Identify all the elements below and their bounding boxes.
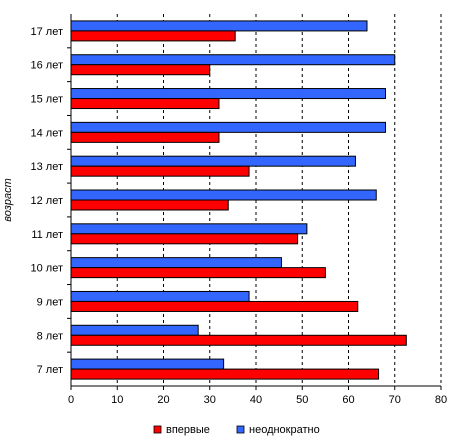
bar-series-1-0 xyxy=(70,368,380,380)
bar-series-2-2 xyxy=(70,290,250,302)
y-tick-label-5: 12 лет xyxy=(30,195,63,207)
y-tick-label-3: 10 лет xyxy=(30,263,63,275)
x-tick-label-3: 30 xyxy=(204,394,216,406)
bar-series-1-1 xyxy=(70,334,407,346)
bar-series-2-0 xyxy=(70,358,225,370)
legend-label-series-2: неоднократно xyxy=(249,424,320,436)
y-tick-label-9: 16 лет xyxy=(30,60,63,72)
bar-series-1-2 xyxy=(70,300,359,312)
bar-series-1-8 xyxy=(70,98,220,110)
bar-series-1-3 xyxy=(70,267,326,279)
y-axis-title: возраст xyxy=(2,178,14,222)
bar-series-2-7 xyxy=(70,121,386,133)
x-tick-label-6: 60 xyxy=(342,394,354,406)
y-tick-label-0: 7 лет xyxy=(37,364,63,376)
y-tick-label-2: 9 лет xyxy=(37,296,63,308)
x-tick-label-2: 20 xyxy=(157,394,169,406)
bars xyxy=(70,20,407,380)
legend-swatch-series-2 xyxy=(236,425,245,434)
y-tick-label-6: 13 лет xyxy=(30,161,63,173)
bar-series-1-5 xyxy=(70,199,229,211)
x-tick-label-7: 70 xyxy=(389,394,401,406)
y-tick-label-1: 8 лет xyxy=(37,330,63,342)
bar-series-1-4 xyxy=(70,233,299,245)
x-tick-label-4: 40 xyxy=(250,394,262,406)
bar-series-2-3 xyxy=(70,257,282,269)
x-tick-label-0: 0 xyxy=(68,394,74,406)
bar-series-2-4 xyxy=(70,223,308,235)
bar-series-2-9 xyxy=(70,54,396,66)
legend-swatch-series-1 xyxy=(153,425,162,434)
y-tick-label-8: 15 лет xyxy=(30,94,63,106)
x-tick-label-1: 10 xyxy=(111,394,123,406)
y-tick-labels: 7 лет 8 лет 9 лет 10 лет 11 лет 12 лет 13 лет 1… xyxy=(30,26,71,376)
x-tick-label-5: 50 xyxy=(296,394,308,406)
bar-series-1-10 xyxy=(70,30,236,42)
bar-series-2-6 xyxy=(70,155,356,167)
bar-series-2-8 xyxy=(70,88,386,100)
legend-label-series-1: впервые xyxy=(166,424,210,436)
bar-series-1-6 xyxy=(70,165,250,177)
bar-series-1-7 xyxy=(70,131,220,143)
legend: впервые неоднократно xyxy=(153,424,320,436)
y-tick-label-7: 14 лет xyxy=(30,127,63,139)
bar-series-2-1 xyxy=(70,324,199,336)
y-tick-label-10: 17 лет xyxy=(30,26,63,38)
x-tick-labels: 0 10 20 30 40 50 60 70 80 xyxy=(68,386,447,406)
bar-series-2-10 xyxy=(70,20,368,32)
bar-series-1-9 xyxy=(70,64,211,76)
y-tick-label-4: 11 лет xyxy=(31,229,63,241)
x-tick-label-8: 80 xyxy=(435,394,447,406)
bar-series-2-5 xyxy=(70,189,377,201)
